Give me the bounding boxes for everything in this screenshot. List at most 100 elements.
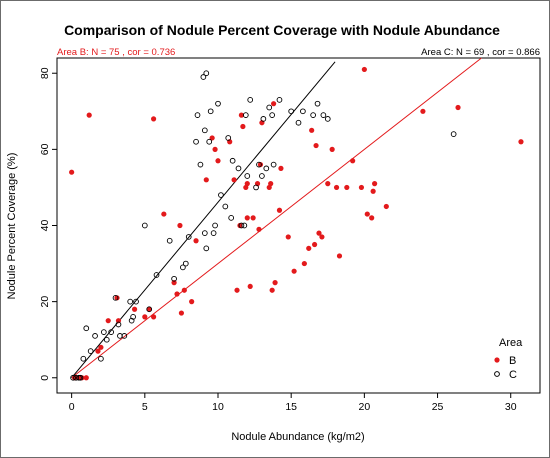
point-b	[358, 184, 365, 191]
point-c	[130, 314, 136, 320]
point-c	[166, 237, 173, 244]
x-tick-label: 5	[142, 401, 148, 413]
point-c	[270, 161, 277, 168]
legend-label-b: B	[509, 355, 516, 367]
point-b	[369, 215, 375, 221]
point-c	[112, 294, 119, 301]
point-b	[193, 238, 199, 244]
point-c	[133, 298, 139, 305]
point-c	[295, 119, 302, 126]
point-b	[174, 291, 180, 297]
point-b	[151, 116, 157, 122]
point-c	[115, 321, 122, 328]
point-c	[269, 112, 276, 118]
point-c	[263, 165, 270, 172]
x-axis: 0 5 10 15 20 25 30	[69, 393, 517, 413]
point-b	[370, 188, 376, 194]
fit-line-b	[71, 57, 482, 379]
point-c	[222, 203, 229, 210]
point-b	[215, 158, 221, 164]
point-b	[178, 310, 185, 316]
data-points	[69, 66, 524, 381]
point-b	[336, 253, 343, 259]
point-c	[300, 108, 306, 115]
point-c	[266, 104, 273, 111]
x-tick-label: 10	[212, 401, 224, 413]
legend-marker-b	[494, 357, 500, 363]
point-b	[329, 146, 335, 152]
point-b	[237, 222, 243, 229]
point-c	[244, 173, 251, 179]
point-b	[95, 348, 101, 354]
point-b	[71, 375, 78, 381]
fit-lines	[71, 57, 482, 379]
point-b	[272, 280, 278, 286]
point-b	[244, 181, 250, 187]
point-b	[83, 375, 89, 381]
point-b	[333, 184, 340, 191]
x-tick-label: 15	[285, 401, 297, 413]
point-c	[193, 138, 199, 145]
point-c	[320, 112, 327, 118]
point-b	[257, 161, 264, 168]
point-b	[350, 158, 356, 164]
y-axis: 0 20 40 60 80	[39, 67, 57, 381]
point-b	[86, 112, 92, 118]
point-b	[372, 181, 378, 187]
plot-area	[56, 57, 541, 394]
point-b	[238, 112, 245, 118]
point-c	[288, 108, 295, 115]
legend-label-c: C	[509, 369, 517, 381]
point-b	[313, 142, 319, 149]
point-c	[70, 374, 76, 381]
point-b	[344, 184, 350, 191]
point-b	[312, 241, 318, 248]
point-b	[181, 287, 187, 293]
point-b	[142, 314, 148, 320]
point-c	[207, 108, 214, 115]
chart-title: Comparison of Nodule Percent Coverage wi…	[64, 22, 500, 38]
point-c	[121, 333, 128, 339]
point-b	[278, 165, 284, 171]
point-c	[314, 100, 321, 107]
fit-line-c	[71, 61, 336, 379]
point-c	[153, 272, 160, 278]
point-c	[276, 97, 283, 103]
point-c	[80, 355, 87, 362]
point-b	[268, 181, 274, 187]
y-tick-label: 20	[39, 296, 51, 308]
point-b	[177, 222, 183, 229]
point-c	[201, 127, 208, 134]
point-b	[161, 211, 167, 217]
point-c	[247, 97, 254, 103]
point-b	[364, 211, 370, 217]
point-c	[256, 161, 262, 168]
point-b	[151, 314, 157, 320]
point-b	[212, 146, 218, 152]
point-b	[69, 169, 75, 175]
point-c	[260, 116, 267, 122]
x-tick-label: 0	[69, 401, 75, 413]
point-c	[203, 70, 210, 77]
point-b	[420, 108, 426, 114]
area-c-stats: Area C: N = 69 , cor = 0.866	[421, 47, 540, 58]
legend: Area B C	[494, 337, 523, 381]
point-c	[200, 74, 207, 80]
point-c	[450, 131, 457, 137]
point-b	[518, 139, 524, 145]
point-b	[256, 226, 262, 232]
point-b	[291, 268, 297, 274]
point-c	[259, 173, 265, 179]
point-c	[108, 329, 115, 335]
point-b	[98, 344, 104, 350]
point-c	[242, 112, 249, 118]
point-b	[361, 66, 367, 73]
point-c	[228, 215, 235, 221]
point-c	[92, 333, 98, 339]
point-b	[203, 177, 209, 183]
y-tick-label: 60	[39, 143, 51, 155]
x-tick-label: 30	[505, 401, 517, 413]
y-tick-label: 40	[39, 220, 51, 232]
point-c	[100, 329, 107, 335]
